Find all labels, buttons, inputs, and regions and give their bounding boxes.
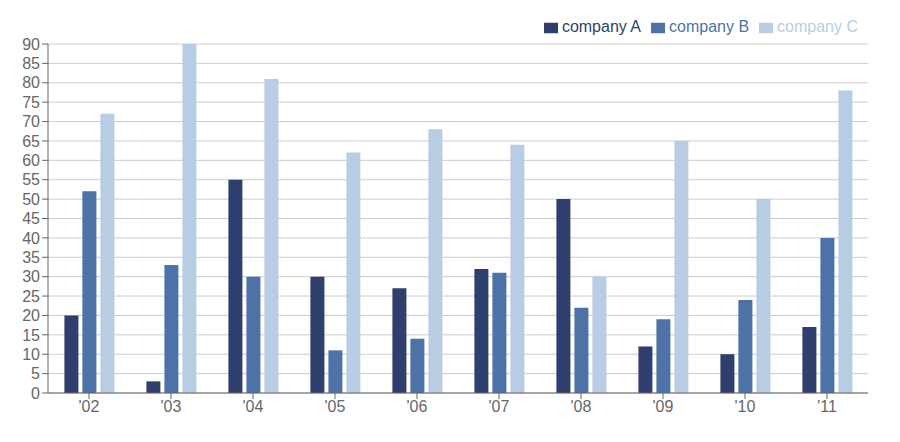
- svg-text:'04: '04: [243, 398, 264, 415]
- svg-text:35: 35: [22, 249, 40, 266]
- svg-text:80: 80: [22, 74, 40, 91]
- svg-text:25: 25: [22, 288, 40, 305]
- svg-text:75: 75: [22, 94, 40, 111]
- svg-text:'05: '05: [325, 398, 346, 415]
- svg-text:85: 85: [22, 55, 40, 72]
- svg-text:'08: '08: [571, 398, 592, 415]
- svg-text:40: 40: [22, 230, 40, 247]
- html-text:company A: company A: [561, 18, 641, 35]
- svg-text:'06: '06: [407, 398, 428, 415]
- svg-text:5: 5: [31, 365, 40, 382]
- svg-text:55: 55: [22, 171, 40, 188]
- svg-text:'07: '07: [489, 398, 510, 415]
- svg-text:0: 0: [31, 385, 40, 402]
- svg-text:'10: '10: [735, 398, 756, 415]
- svg-text:10: 10: [22, 346, 40, 363]
- svg-text:50: 50: [22, 191, 40, 208]
- html-text:company C: company C: [777, 18, 858, 35]
- svg-text:'02: '02: [79, 398, 100, 415]
- svg-text:20: 20: [22, 307, 40, 324]
- svg-text:'11: '11: [817, 398, 837, 415]
- svg-text:70: 70: [22, 113, 40, 130]
- svg-text:45: 45: [22, 210, 40, 227]
- svg-text:65: 65: [22, 133, 40, 150]
- svg-text:90: 90: [22, 36, 40, 53]
- html-text:company B: company B: [669, 18, 750, 35]
- svg-text:'03: '03: [161, 398, 182, 415]
- svg-text:'09: '09: [653, 398, 674, 415]
- svg-text:60: 60: [22, 152, 40, 169]
- svg-text:30: 30: [22, 268, 40, 285]
- svg-text:15: 15: [22, 327, 40, 344]
